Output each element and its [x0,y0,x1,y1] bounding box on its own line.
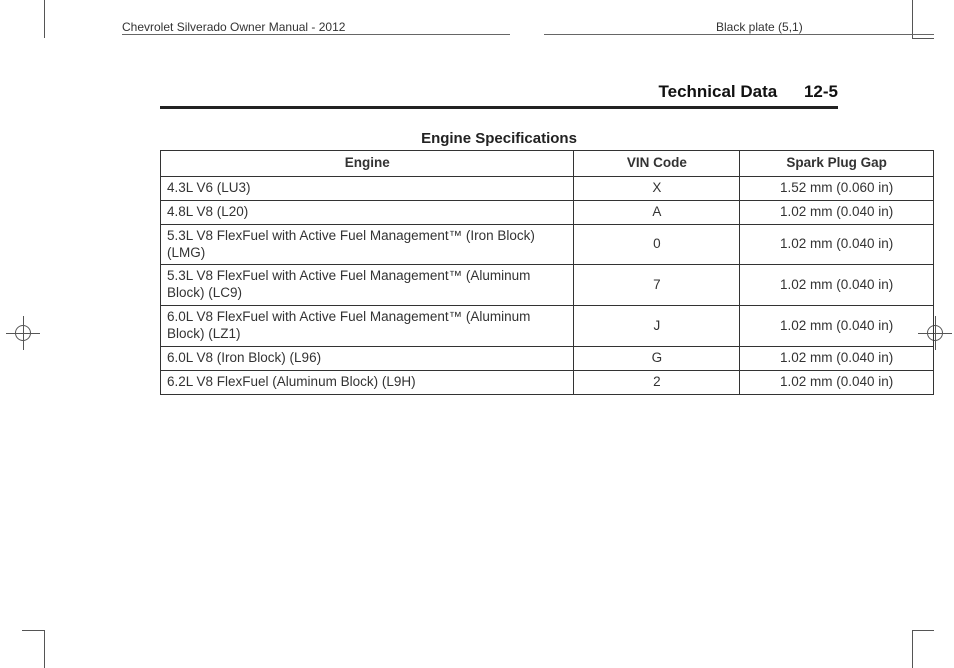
section-page-number: 12-5 [804,82,838,101]
cell-vin: X [574,176,740,200]
cell-gap: 1.02 mm (0.040 in) [740,224,934,265]
section-header: Technical Data 12-5 [659,82,839,102]
cell-engine: 5.3L V8 FlexFuel with Active Fuel Manage… [161,224,574,265]
registration-mark-left [6,316,40,350]
header-rule-left [122,34,510,35]
page: Chevrolet Silverado Owner Manual - 2012 … [48,0,906,668]
cell-engine: 6.2L V8 FlexFuel (Aluminum Block) (L9H) [161,370,574,394]
col-header-gap: Spark Plug Gap [740,151,934,177]
cell-gap: 1.02 mm (0.040 in) [740,346,934,370]
crop-mark [912,38,934,39]
crop-mark [44,630,45,668]
table-row: 5.3L V8 FlexFuel with Active Fuel Manage… [161,265,934,306]
crop-mark [44,0,45,38]
cell-engine: 5.3L V8 FlexFuel with Active Fuel Manage… [161,265,574,306]
cell-gap: 1.02 mm (0.040 in) [740,265,934,306]
crop-mark [912,0,913,38]
cell-engine: 4.3L V6 (LU3) [161,176,574,200]
table-row: 6.0L V8 FlexFuel with Active Fuel Manage… [161,306,934,347]
table-row: 4.8L V8 (L20)A1.02 mm (0.040 in) [161,200,934,224]
cell-gap: 1.52 mm (0.060 in) [740,176,934,200]
table-row: 6.0L V8 (Iron Block) (L96)G1.02 mm (0.04… [161,346,934,370]
header-left: Chevrolet Silverado Owner Manual - 2012 [122,20,345,34]
col-header-vin: VIN Code [574,151,740,177]
cell-vin: 2 [574,370,740,394]
section-title: Technical Data [659,82,778,101]
cell-engine: 4.8L V8 (L20) [161,200,574,224]
cell-gap: 1.02 mm (0.040 in) [740,200,934,224]
table-row: 4.3L V6 (LU3)X1.52 mm (0.060 in) [161,176,934,200]
cell-gap: 1.02 mm (0.040 in) [740,306,934,347]
crop-mark [912,630,934,631]
cell-engine: 6.0L V8 (Iron Block) (L96) [161,346,574,370]
col-header-engine: Engine [161,151,574,177]
crop-mark [912,630,913,668]
section-rule [160,106,838,109]
table-row: 5.3L V8 FlexFuel with Active Fuel Manage… [161,224,934,265]
cell-vin: 0 [574,224,740,265]
cell-vin: J [574,306,740,347]
cell-gap: 1.02 mm (0.040 in) [740,370,934,394]
table-row: 6.2L V8 FlexFuel (Aluminum Block) (L9H)2… [161,370,934,394]
table-header-row: Engine VIN Code Spark Plug Gap [161,151,934,177]
table-title: Engine Specifications [160,130,838,147]
cell-engine: 6.0L V8 FlexFuel with Active Fuel Manage… [161,306,574,347]
cell-vin: G [574,346,740,370]
crop-mark [22,630,44,631]
engine-spec-table: Engine VIN Code Spark Plug Gap 4.3L V6 (… [160,150,934,395]
header-rule-right [544,34,934,35]
cell-vin: A [574,200,740,224]
cell-vin: 7 [574,265,740,306]
header-right: Black plate (5,1) [716,20,803,34]
